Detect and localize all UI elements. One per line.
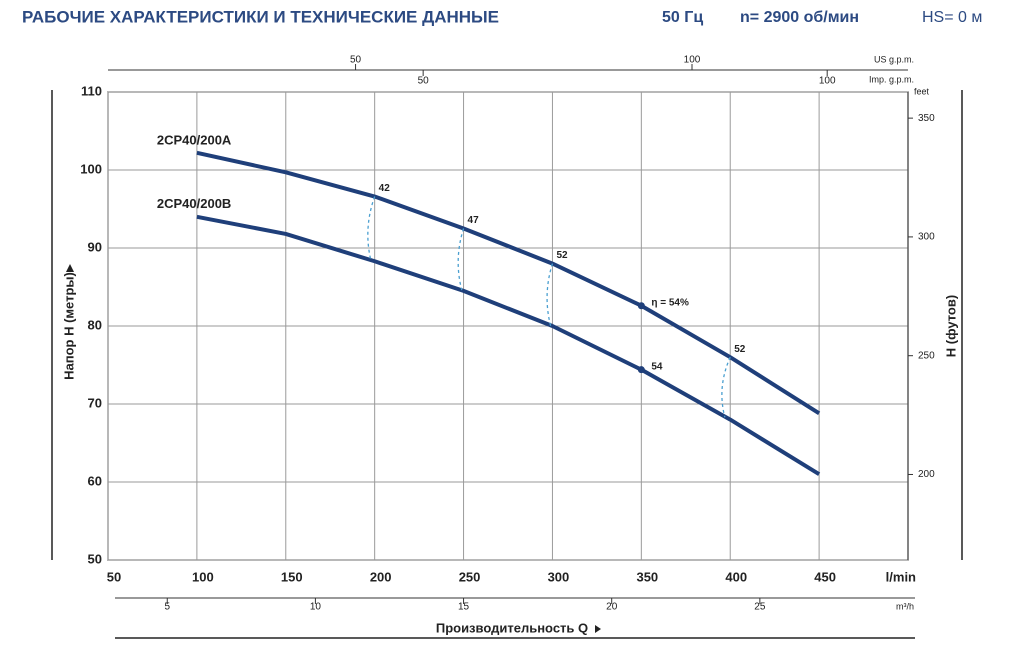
- efficiency-label: 47: [468, 215, 480, 226]
- y2-axis-label: H (футов): [943, 295, 958, 357]
- efficiency-label: 54: [651, 361, 663, 372]
- efficiency-point: [637, 302, 645, 310]
- x2-tick-label: 10: [310, 602, 322, 613]
- x2-tick-label: 50: [350, 55, 362, 66]
- x-tick-label: 300: [548, 569, 570, 584]
- subtitle: n= 2900 об/мин: [740, 9, 859, 26]
- y-tick-label: 110: [81, 83, 102, 98]
- subtitle: HS= 0 м: [922, 9, 982, 26]
- subtitle: 50 Гц: [662, 9, 703, 26]
- y2-unit: feet: [914, 86, 930, 96]
- series-label: 2CP40/200B: [157, 196, 231, 211]
- efficiency-label: 52: [734, 344, 746, 355]
- x2-unit: US g.p.m.: [874, 54, 914, 64]
- arrow: [66, 264, 74, 272]
- x-tick-label: 50: [107, 569, 121, 584]
- y-axis-label: Напор H (метры): [61, 272, 76, 380]
- y2-tick-label: 200: [918, 469, 935, 480]
- x-tick-label: 450: [814, 569, 836, 584]
- x-tick-label: 400: [725, 569, 747, 584]
- y-tick-label: 60: [88, 473, 102, 488]
- x2-unit: Imp. g.p.m.: [869, 74, 914, 84]
- x-tick-label: 200: [370, 569, 392, 584]
- x-unit: l/min: [886, 569, 916, 584]
- efficiency-line: [721, 356, 731, 418]
- y2-tick-label: 350: [918, 113, 935, 124]
- arrow: [595, 625, 601, 633]
- y-tick-label: 90: [88, 239, 102, 254]
- x2-tick-label: 100: [819, 76, 836, 87]
- curve: [196, 150, 821, 416]
- chart-title: РАБОЧИЕ ХАРАКТЕРИСТИКИ И ТЕХНИЧЕСКИЕ ДАН…: [22, 7, 499, 26]
- x-tick-label: 250: [459, 569, 481, 584]
- efficiency-label: η = 54%: [651, 297, 689, 308]
- y-tick-label: 80: [88, 317, 102, 332]
- series-label: 2CP40/200A: [157, 132, 232, 147]
- x-tick-label: 150: [281, 569, 303, 584]
- curve: [196, 214, 821, 476]
- efficiency-line: [457, 228, 465, 291]
- y2-tick-label: 250: [918, 350, 935, 361]
- x-axis-label: Производительность Q: [436, 620, 588, 635]
- x2-unit: m³/h: [896, 601, 914, 611]
- x2-tick-label: 50: [418, 76, 430, 87]
- x-tick-label: 100: [192, 569, 214, 584]
- x2-tick-label: 25: [754, 602, 766, 613]
- x2-tick-label: 15: [458, 602, 470, 613]
- efficiency-label: 52: [556, 250, 568, 261]
- y-tick-label: 70: [88, 395, 102, 410]
- efficiency-point: [637, 366, 645, 374]
- x2-tick-label: 100: [684, 55, 701, 66]
- y2-tick-label: 300: [918, 232, 935, 243]
- efficiency-label: 42: [379, 183, 391, 194]
- x-tick-label: 350: [636, 569, 658, 584]
- x2-tick-label: 20: [606, 602, 618, 613]
- y-tick-label: 100: [80, 161, 102, 176]
- efficiency-line: [367, 196, 376, 262]
- y-tick-label: 50: [88, 551, 102, 566]
- efficiency-line: [546, 263, 554, 327]
- x2-tick-label: 5: [164, 602, 170, 613]
